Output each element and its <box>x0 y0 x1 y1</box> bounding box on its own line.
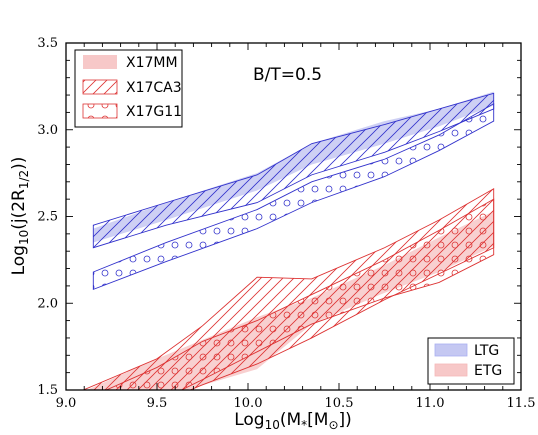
y-tick-label: 2.0 <box>37 296 58 311</box>
x-tick-label: 9.5 <box>147 396 168 411</box>
legend-label-etg: ETG <box>474 363 502 379</box>
y-tick-label: 3.0 <box>37 123 58 138</box>
legend-label-x17ca3: X17CA3 <box>126 80 182 96</box>
x-axis-label: Log10(M*[M⊙]) <box>234 410 352 432</box>
legend-models: X17MM X17CA3 X17G11 <box>74 49 183 128</box>
x-tick-label: 11.0 <box>416 396 445 411</box>
band-etg-circles <box>105 198 495 390</box>
legend-swatch-etg <box>434 363 468 377</box>
axis-ticks: 9.0 9.5 10.0 10.5 11.0 11.5 1.5 2.0 2.5 3.0 3.5 <box>37 36 535 411</box>
legend-label-x17g11: X17G11 <box>126 104 182 120</box>
legend-swatch-fill <box>83 55 117 69</box>
legend-swatch-hatch <box>82 79 118 95</box>
y-tick-label: 1.5 <box>37 383 58 398</box>
x-tick-label: 11.5 <box>507 396 536 411</box>
x-tick-label: 10.0 <box>234 396 263 411</box>
y-axis-label: Log10(j(2R1/2)) <box>9 157 31 276</box>
legend-swatch-ltg <box>434 343 468 357</box>
bands-layer <box>82 91 495 390</box>
annotation: B/T=0.5 <box>253 65 322 85</box>
legend-swatch-circles <box>82 103 118 119</box>
x-tick-label: 10.5 <box>325 396 354 411</box>
y-tick-label: 3.5 <box>37 36 58 51</box>
y-tick-label: 2.5 <box>37 210 58 225</box>
legend-label-x17mm: X17MM <box>126 55 178 71</box>
legend-label-ltg: LTG <box>474 343 499 359</box>
band-ltg-circles <box>92 102 495 291</box>
x-tick-label: 9.0 <box>56 396 77 411</box>
legend-types: LTG ETG <box>427 337 515 385</box>
